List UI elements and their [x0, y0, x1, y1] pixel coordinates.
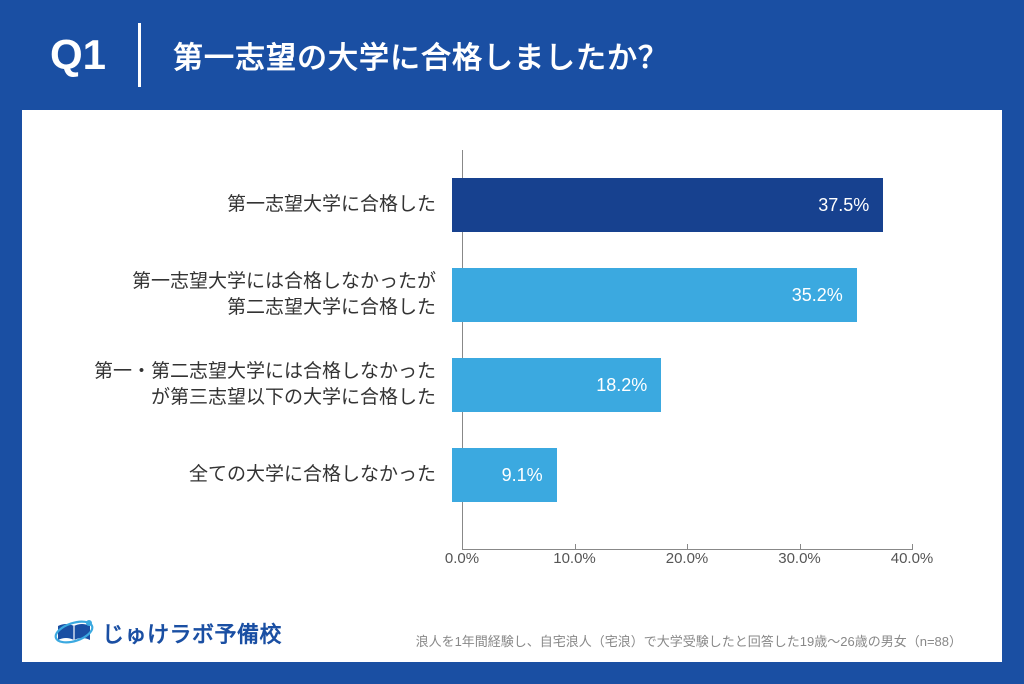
bar-label: 第一志望大学に合格した — [82, 192, 452, 218]
logo-text: じゅけラボ予備校 — [102, 617, 282, 649]
bar-row: 第一志望大学には合格しなかったが 第二志望大学に合格した35.2% — [82, 250, 912, 340]
bar-row: 第一志望大学に合格した37.5% — [82, 160, 912, 250]
bars-container: 第一志望大学に合格した37.5%第一志望大学には合格しなかったが 第二志望大学に… — [82, 160, 912, 540]
bar-track: 18.2% — [452, 358, 912, 412]
bar-label: 第一志望大学には合格しなかったが 第二志望大学に合格した — [82, 269, 452, 320]
bar-row: 第一・第二志望大学には合格しなかったが第三志望以下の大学に合格した18.2% — [82, 340, 912, 430]
bar-label: 第一・第二志望大学には合格しなかったが第三志望以下の大学に合格した — [82, 359, 452, 410]
bar-chart: 第一志望大学に合格した37.5%第一志望大学には合格しなかったが 第二志望大学に… — [82, 150, 932, 580]
footnote: 浪人を1年間経験し、自宅浪人（宅浪）で大学受験したと回答した19歳～26歳の男女… — [416, 631, 962, 650]
tick-label: 30.0% — [778, 550, 821, 567]
bar-row: 全ての大学に合格しなかった9.1% — [82, 430, 912, 520]
bar-fill: 37.5% — [452, 178, 883, 232]
bar-fill: 35.2% — [452, 268, 857, 322]
bar-fill: 9.1% — [452, 448, 557, 502]
bar-track: 9.1% — [452, 448, 912, 502]
bar-fill: 18.2% — [452, 358, 661, 412]
bar-track: 37.5% — [452, 178, 912, 232]
header: Q1 第一志望の大学に合格しましたか？ — [0, 0, 1024, 110]
tick-label: 10.0% — [553, 550, 596, 567]
x-ticks: 0.0%10.0%20.0%30.0%40.0% — [462, 550, 912, 580]
bar-track: 35.2% — [452, 268, 912, 322]
tick-label: 40.0% — [891, 550, 934, 567]
question-number: Q1 — [50, 31, 138, 79]
book-orbit-icon — [54, 616, 94, 650]
brand-logo: じゅけラボ予備校 — [54, 616, 282, 650]
panel-footer: じゅけラボ予備校 浪人を1年間経験し、自宅浪人（宅浪）で大学受験したと回答した1… — [22, 616, 1002, 650]
tick-label: 0.0% — [445, 550, 479, 567]
tick-label: 20.0% — [666, 550, 709, 567]
header-divider — [138, 23, 141, 87]
chart-panel: 第一志望大学に合格した37.5%第一志望大学には合格しなかったが 第二志望大学に… — [22, 110, 1002, 662]
bar-label: 全ての大学に合格しなかった — [82, 462, 452, 488]
question-title: 第一志望の大学に合格しましたか？ — [173, 33, 669, 77]
